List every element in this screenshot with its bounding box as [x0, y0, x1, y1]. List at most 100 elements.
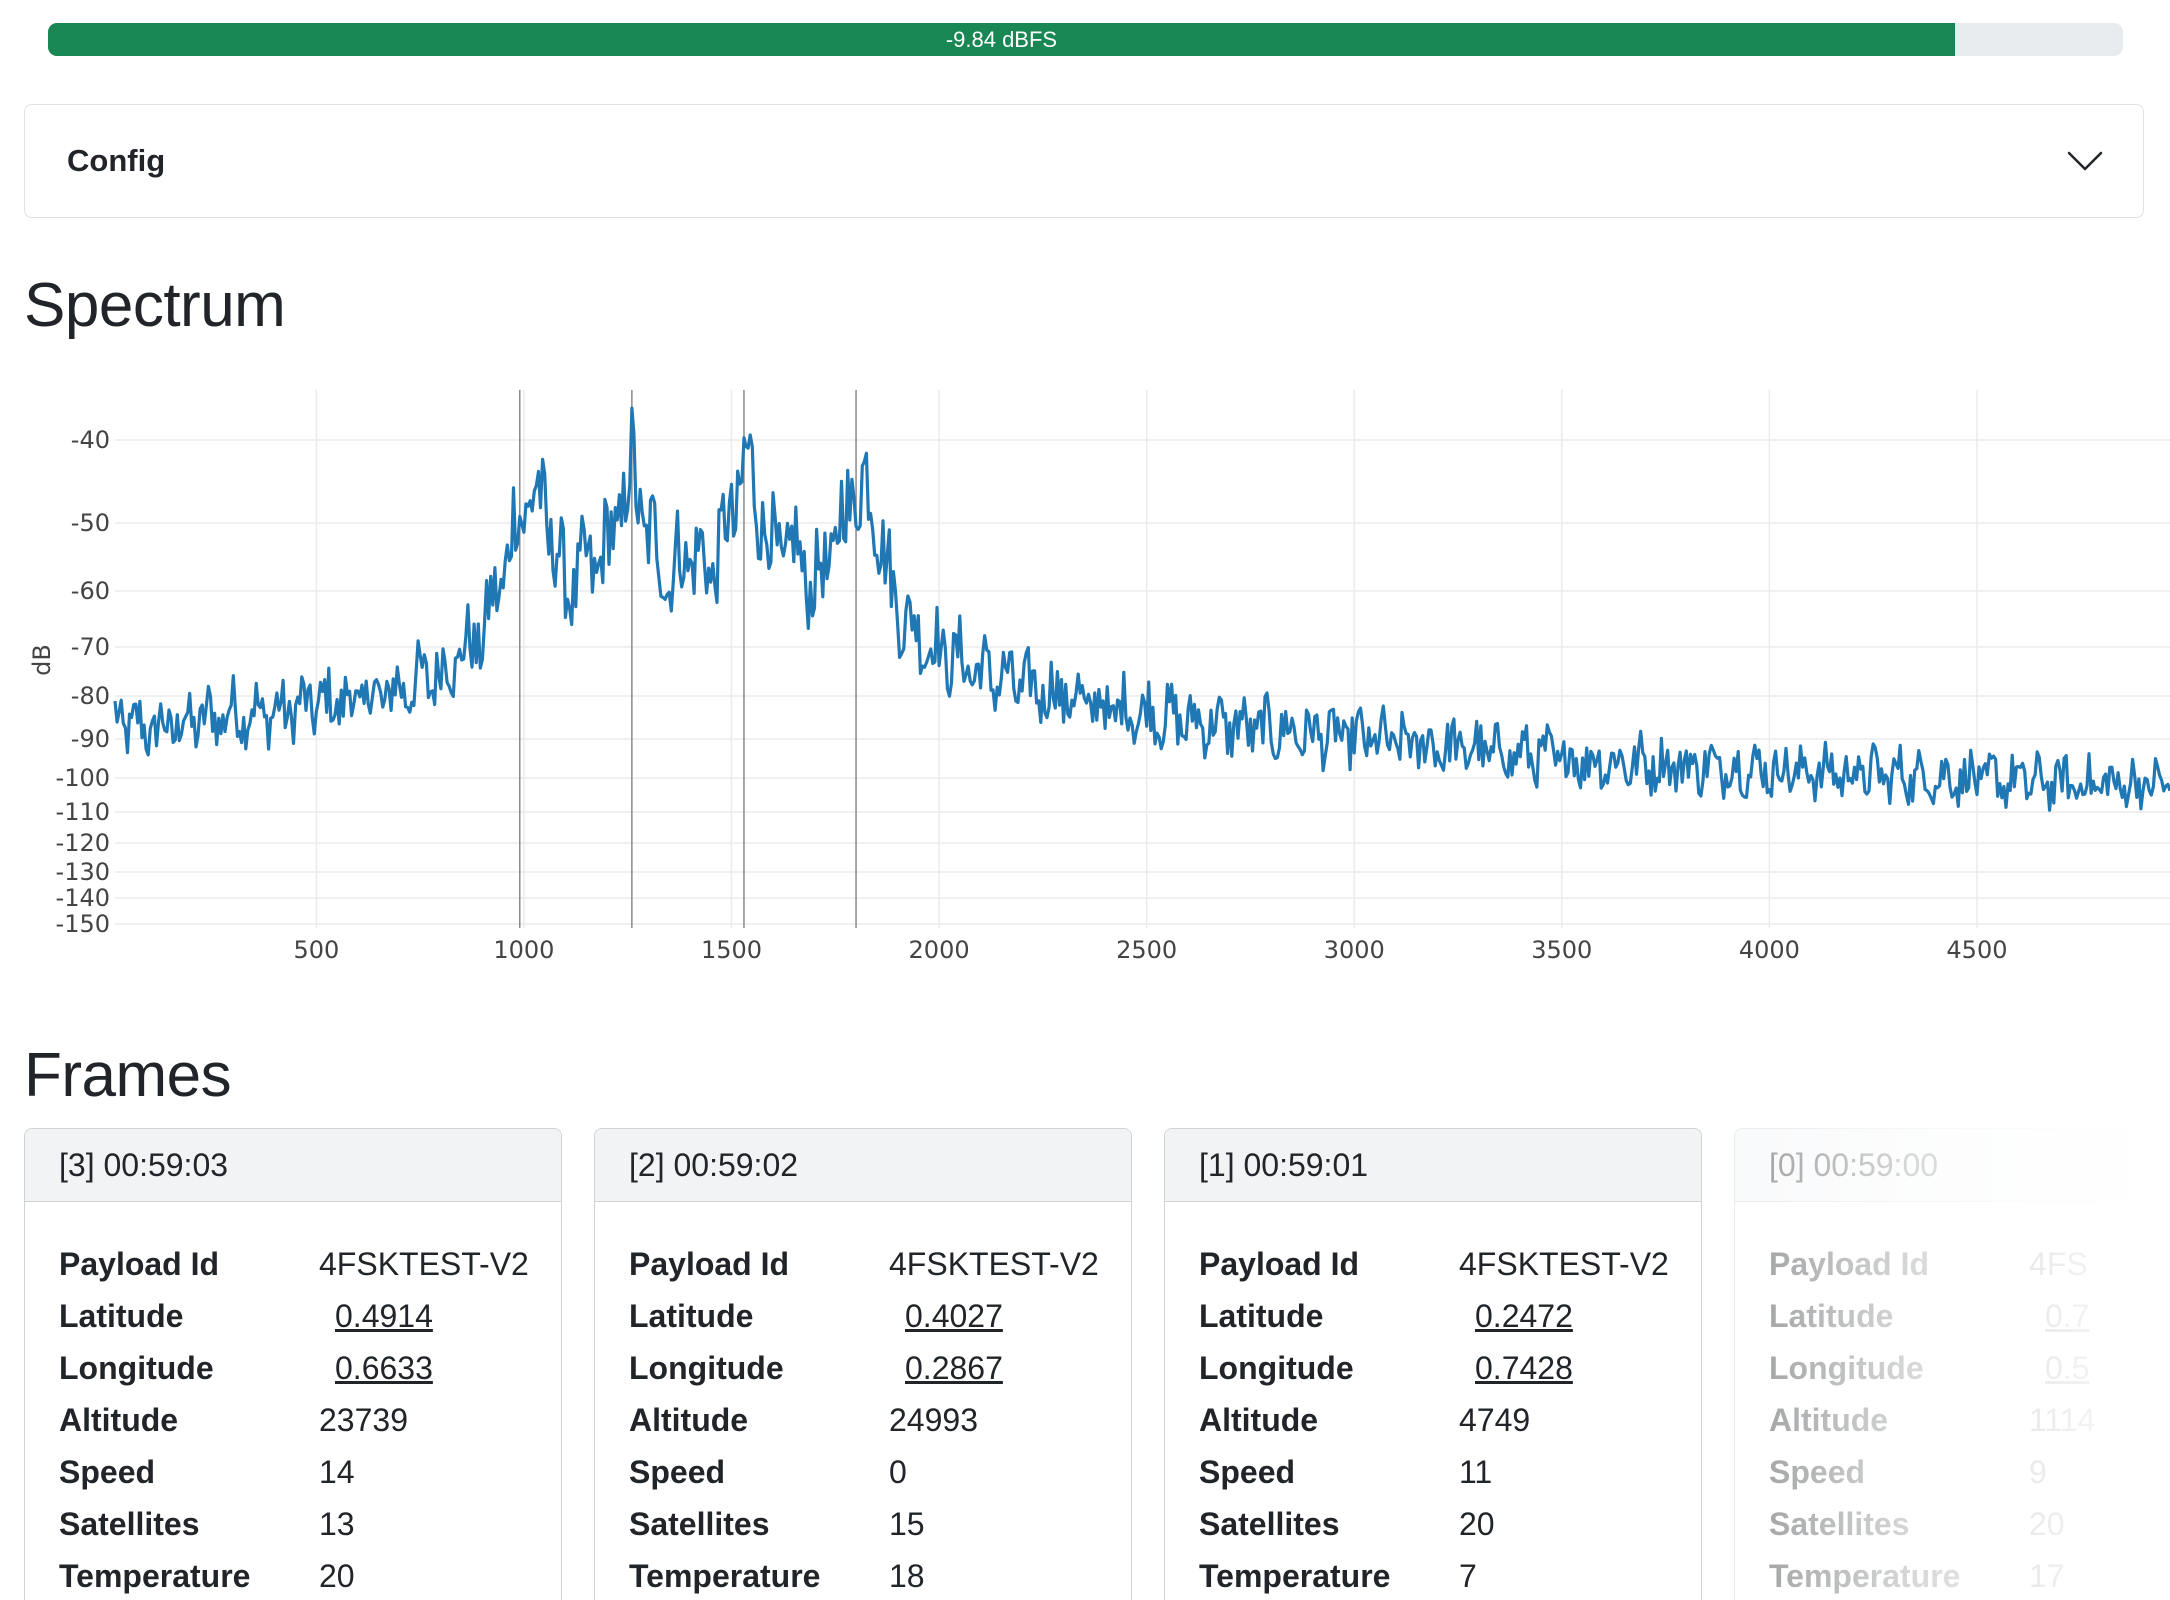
frame-field-label: Speed [1199, 1453, 1296, 1490]
frame-field-label: Temperature [1769, 1557, 1961, 1594]
frame-row: Satellites 20 [1769, 1498, 2170, 1550]
frame-field-label: Latitude [1199, 1297, 1324, 1334]
frame-field-value: 4FSKTEST-V2 [1459, 1245, 1669, 1282]
frame-row: Speed 14 [59, 1446, 561, 1498]
frames-list: [3] 00:59:03 Payload Id 4FSKTEST-V2 Latitud… [24, 1128, 2170, 1600]
frame-field-label: Temperature [1199, 1557, 1391, 1594]
frame-field-label: Payload Id [1199, 1245, 1360, 1282]
frame-field-value: 4FSKTEST-V2 [889, 1245, 1099, 1282]
frame-field-label: Altitude [1199, 1401, 1319, 1438]
frame-row: Latitude 0.7 [1769, 1290, 2170, 1342]
frame-field-value: 17 [2029, 1557, 2065, 1594]
frame-row: Speed 11 [1199, 1446, 1701, 1498]
frame-row: Latitude 0.2472 [1199, 1290, 1701, 1342]
frame-header: [3] 00:59:03 [25, 1129, 561, 1202]
frame-field-value: 18 [889, 1557, 925, 1594]
chart-ticks: 500 1000 1500 2000 2500 3000 3500 4000 4500 -40 -5… [56, 426, 2008, 964]
frame-field-value: 20 [2029, 1505, 2065, 1542]
frame-field-label: Altitude [629, 1401, 749, 1438]
coordinate-link[interactable]: 0.2472 [1475, 1297, 1573, 1334]
coordinate-link[interactable]: 0.6633 [335, 1349, 433, 1386]
coordinate-link[interactable]: 0.4027 [905, 1297, 1003, 1334]
frame-row: Temperature 7 [1199, 1550, 1701, 1600]
frame-row: Longitude 0.6633 [59, 1342, 561, 1394]
frame-field-value: 14 [319, 1453, 355, 1490]
frame-header: [2] 00:59:02 [595, 1129, 1131, 1202]
frame-row: Speed 9 [1769, 1446, 2170, 1498]
spectrum-chart[interactable]: 500 1000 1500 2000 2500 3000 3500 4000 4500 -40 -5… [0, 380, 2170, 970]
y-tick-label: -60 [71, 577, 110, 605]
frame-row: Satellites 13 [59, 1498, 561, 1550]
y-tick-label: -110 [56, 798, 110, 826]
y-tick-label: -40 [71, 426, 110, 454]
frame-field-value: 0 [889, 1453, 907, 1490]
frame-row: Payload Id 4FSKTEST-V2 [1199, 1238, 1701, 1290]
signal-level-fill: -9.84 dBFS [48, 23, 1955, 56]
frame-field-label: Payload Id [1769, 1245, 1930, 1282]
frame-field-value: 23739 [319, 1401, 408, 1438]
frame-row: Temperature 17 [1769, 1550, 2170, 1600]
frame-row: Temperature 20 [59, 1550, 561, 1600]
frame-body: Payload Id 4FSKTEST-V2 Latitude 0.4914 Longi… [25, 1202, 561, 1600]
frame-field-label: Latitude [629, 1297, 754, 1334]
frame-field-label: Speed [1769, 1453, 1866, 1490]
y-tick-label: -80 [71, 682, 110, 710]
x-tick-label: 3000 [1324, 936, 1385, 964]
frame-header: [0] 00:59:00 [1735, 1129, 2170, 1202]
frame-row: Speed 0 [629, 1446, 1131, 1498]
frame-field-value: 24993 [889, 1401, 978, 1438]
frame-body: Payload Id 4FSKTEST-V2 Latitude 0.2472 Longi… [1165, 1202, 1701, 1600]
frame-row: Latitude 0.4027 [629, 1290, 1131, 1342]
x-tick-label: 4000 [1739, 936, 1800, 964]
chart-series [113, 406, 2170, 812]
x-tick-label: 4500 [1946, 936, 2007, 964]
y-tick-label: -130 [56, 858, 110, 886]
frame-field-label: Longitude [1199, 1349, 1354, 1386]
frame-field-value: 4749 [1459, 1401, 1531, 1438]
spectrum-line [113, 406, 2170, 812]
frame-field-label: Longitude [1769, 1349, 1924, 1386]
frame-field-value: 1114 [2029, 1401, 2096, 1438]
frame-field-label: Speed [59, 1453, 156, 1490]
frame-field-label: Temperature [59, 1557, 251, 1594]
x-tick-label: 2500 [1116, 936, 1177, 964]
frame-field-value: 9 [2029, 1453, 2047, 1490]
x-tick-label: 2000 [909, 936, 970, 964]
x-tick-label: 500 [293, 936, 339, 964]
frame-row: Altitude 4749 [1199, 1394, 1701, 1446]
x-tick-label: 1000 [493, 936, 554, 964]
frame-row: Altitude 1114 [1769, 1394, 2170, 1446]
frame-field-value: 20 [319, 1557, 355, 1594]
frame-row: Satellites 20 [1199, 1498, 1701, 1550]
coordinate-link[interactable]: 0.4914 [335, 1297, 433, 1334]
frame-row: Temperature 18 [629, 1550, 1131, 1600]
x-tick-label: 1500 [701, 936, 762, 964]
frame-field-label: Satellites [629, 1505, 770, 1542]
frame-field-label: Payload Id [629, 1245, 790, 1282]
frame-field-value: 7 [1459, 1557, 1477, 1594]
coordinate-link[interactable]: 0.7 [2045, 1297, 2090, 1334]
signal-level-label: -9.84 dBFS [945, 26, 1058, 52]
y-tick-label: -150 [56, 910, 110, 938]
frame-card: [3] 00:59:03 Payload Id 4FSKTEST-V2 Latitud… [24, 1128, 562, 1600]
frame-field-label: Temperature [629, 1557, 821, 1594]
config-accordion-toggle[interactable]: Config [24, 104, 2144, 218]
frame-row: Payload Id 4FSKTEST-V2 [59, 1238, 561, 1290]
frame-card: [0] 00:59:00 Payload Id 4FS Latitude 0.7 Long… [1734, 1128, 2170, 1600]
chart-marker-lines [519, 390, 857, 928]
x-tick-label: 3500 [1531, 936, 1592, 964]
frame-card: [1] 00:59:01 Payload Id 4FSKTEST-V2 Latitud… [1164, 1128, 1702, 1600]
frame-row: Satellites 15 [629, 1498, 1131, 1550]
frame-row: Longitude 0.2867 [629, 1342, 1131, 1394]
frame-header: [1] 00:59:01 [1165, 1129, 1701, 1202]
config-title: Config [67, 143, 166, 178]
y-axis-label: dB [28, 644, 56, 676]
frame-field-label: Latitude [1769, 1297, 1894, 1334]
coordinate-link[interactable]: 0.5 [2045, 1349, 2090, 1386]
coordinate-link[interactable]: 0.2867 [905, 1349, 1003, 1386]
frame-field-value: 13 [319, 1505, 355, 1542]
frame-field-value: 4FSKTEST-V2 [319, 1245, 529, 1282]
frame-field-label: Satellites [1199, 1505, 1340, 1542]
frame-row: Altitude 23739 [59, 1394, 561, 1446]
coordinate-link[interactable]: 0.7428 [1475, 1349, 1573, 1386]
